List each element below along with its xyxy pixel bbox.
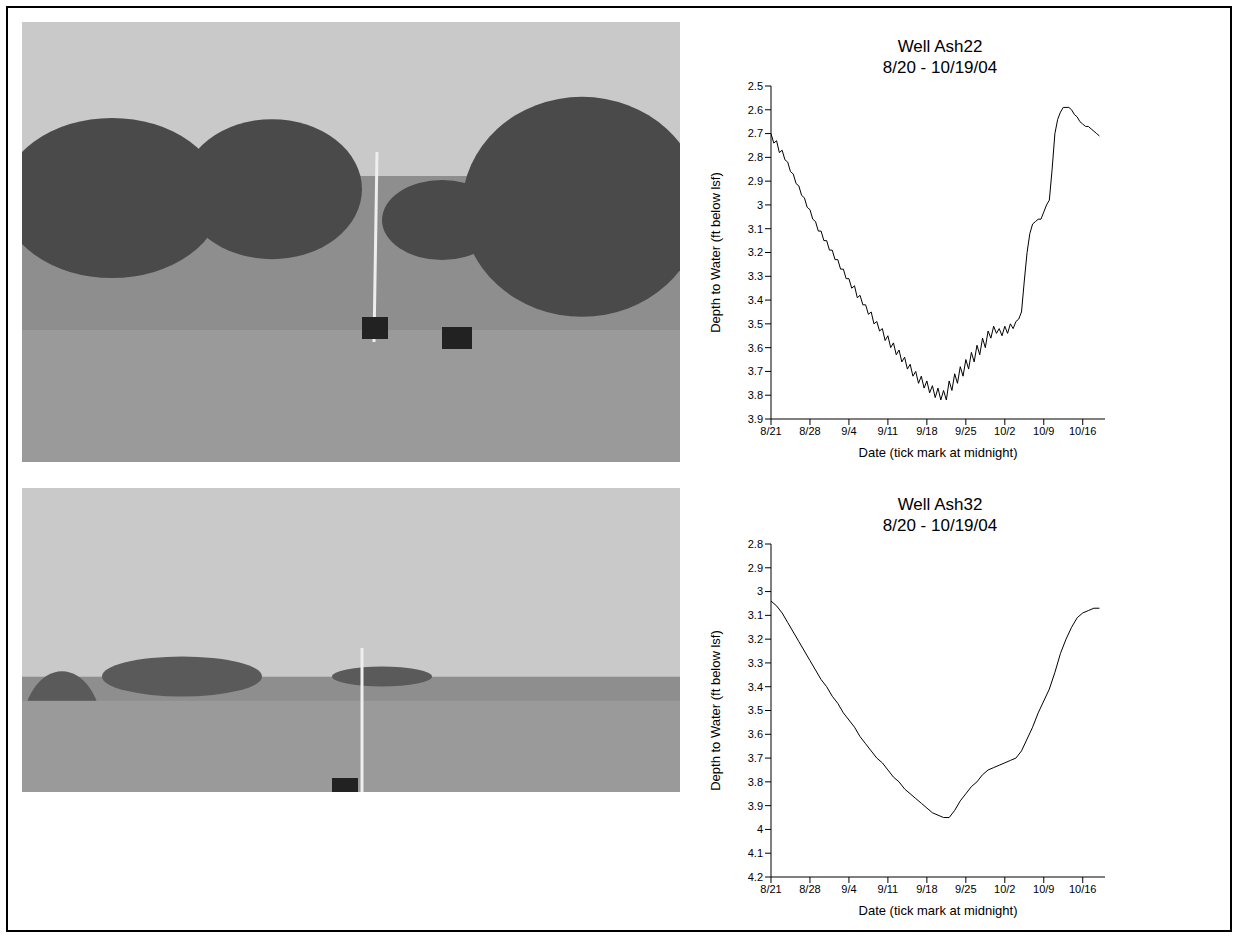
svg-text:9/4: 9/4	[841, 425, 856, 437]
svg-text:3.8: 3.8	[748, 389, 763, 401]
html-text:Well Ash32: Well Ash32	[897, 495, 983, 514]
svg-text:3.1: 3.1	[748, 223, 763, 235]
svg-text:10/16: 10/16	[1069, 425, 1097, 437]
svg-text:3.4: 3.4	[748, 294, 763, 306]
svg-text:9/25: 9/25	[955, 425, 976, 437]
svg-text:3.7: 3.7	[748, 752, 763, 764]
svg-text:3.6: 3.6	[748, 342, 763, 354]
svg-text:9/18: 9/18	[916, 883, 937, 895]
svg-text:8/28: 8/28	[799, 425, 820, 437]
svg-text:10/9: 10/9	[1033, 425, 1054, 437]
svg-text:9/18: 9/18	[916, 425, 937, 437]
html-text:8/20 - 10/19/04: 8/20 - 10/19/04	[882, 516, 998, 535]
svg-text:3.2: 3.2	[748, 633, 763, 645]
svg-text:3.5: 3.5	[748, 704, 763, 716]
svg-text:10/2: 10/2	[994, 425, 1015, 437]
svg-text:3.4: 3.4	[748, 681, 763, 693]
svg-text:10/2: 10/2	[994, 883, 1015, 895]
svg-text:3.7: 3.7	[748, 365, 763, 377]
svg-text:3.2: 3.2	[748, 246, 763, 258]
svg-text:3.8: 3.8	[748, 776, 763, 788]
svg-text:2.5: 2.5	[748, 80, 763, 92]
svg-text:3.3: 3.3	[748, 270, 763, 282]
svg-text:4.1: 4.1	[748, 847, 763, 859]
svg-text:4: 4	[757, 823, 763, 835]
svg-text:9/25: 9/25	[955, 883, 976, 895]
html-text:8/20 - 10/19/04: 8/20 - 10/19/04	[882, 58, 998, 77]
svg-text:Date (tick mark at midnight): Date (tick mark at midnight)	[859, 445, 1018, 460]
svg-text:3.6: 3.6	[748, 728, 763, 740]
svg-text:3.3: 3.3	[748, 657, 763, 669]
svg-text:3.1: 3.1	[748, 609, 763, 621]
svg-text:9/11: 9/11	[878, 883, 899, 895]
svg-text:4.2: 4.2	[748, 871, 763, 883]
svg-text:2.8: 2.8	[748, 538, 763, 550]
svg-text:2.9: 2.9	[748, 175, 763, 187]
svg-text:3.5: 3.5	[748, 318, 763, 330]
svg-text:3: 3	[757, 199, 763, 211]
svg-text:Depth to Water (ft below lsf): Depth to Water (ft below lsf)	[708, 630, 723, 791]
html-text:Well Ash22: Well Ash22	[897, 37, 983, 56]
svg-text:9/11: 9/11	[878, 425, 899, 437]
svg-text:2.9: 2.9	[748, 562, 763, 574]
svg-text:9/4: 9/4	[841, 883, 856, 895]
svg-text:2.8: 2.8	[748, 151, 763, 163]
svg-text:3.9: 3.9	[748, 413, 763, 425]
svg-text:2.7: 2.7	[748, 127, 763, 139]
svg-text:Date (tick mark at midnight): Date (tick mark at midnight)	[859, 903, 1018, 918]
svg-text:8/21: 8/21	[760, 425, 781, 437]
svg-text:2.6: 2.6	[748, 104, 763, 116]
svg-text:10/9: 10/9	[1033, 883, 1054, 895]
svg-text:Depth to Water (ft below lsf): Depth to Water (ft below lsf)	[708, 172, 723, 333]
svg-text:3.9: 3.9	[748, 800, 763, 812]
svg-text:8/28: 8/28	[799, 883, 820, 895]
svg-text:10/16: 10/16	[1069, 883, 1097, 895]
svg-text:3: 3	[757, 585, 763, 597]
svg-text:8/21: 8/21	[760, 883, 781, 895]
